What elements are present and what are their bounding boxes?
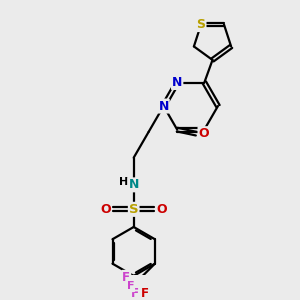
Text: F: F: [131, 287, 139, 300]
Text: O: O: [199, 127, 209, 140]
Text: N: N: [128, 178, 139, 191]
Text: F: F: [127, 281, 134, 291]
Text: H: H: [119, 177, 128, 187]
Text: S: S: [196, 18, 206, 31]
Text: S: S: [129, 203, 139, 216]
Text: F: F: [122, 271, 130, 284]
Text: F: F: [141, 287, 148, 300]
Text: N: N: [172, 76, 182, 89]
Text: O: O: [156, 203, 167, 216]
Text: N: N: [158, 100, 169, 112]
Text: O: O: [100, 203, 111, 216]
